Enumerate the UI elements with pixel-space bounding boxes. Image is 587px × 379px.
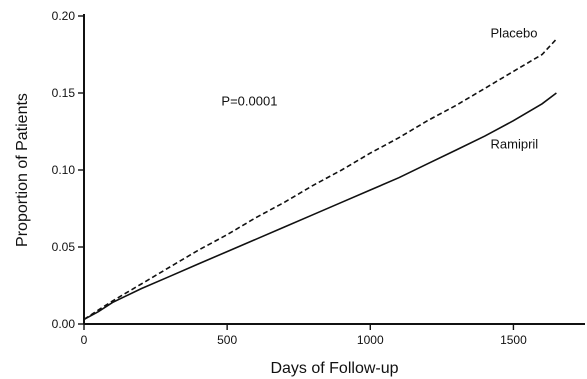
p-value-annotation: P=0.0001	[221, 93, 277, 108]
annotations: P=0.0001 Placebo Ramipril	[221, 26, 538, 152]
y-tick-label: 0.15	[52, 86, 76, 100]
x-tick-label: 1500	[500, 333, 527, 347]
x-tick-label: 500	[217, 333, 237, 347]
series-line-placebo	[83, 38, 557, 321]
x-ticks: 0 500 1000 1500	[81, 324, 527, 347]
series-line-ramipril	[83, 92, 557, 321]
y-axis-title: Proportion of Patients	[14, 93, 31, 247]
x-tick-label: 1000	[357, 333, 384, 347]
chart-labels: Days of Follow-up Proportion of Patients	[14, 93, 399, 377]
x-axis-title: Days of Follow-up	[270, 360, 398, 377]
x-tick-label: 0	[81, 333, 88, 347]
series-label-placebo: Placebo	[491, 26, 538, 41]
y-tick-label: 0.10	[52, 163, 76, 177]
series-label-ramipril: Ramipril	[491, 136, 539, 151]
y-ticks: 0.00 0.05 0.10 0.15 0.20	[52, 9, 84, 331]
y-tick-label: 0.00	[52, 317, 76, 331]
axes	[83, 14, 585, 325]
y-tick-label: 0.20	[52, 9, 76, 23]
series-lines	[83, 38, 557, 321]
y-tick-label: 0.05	[52, 240, 76, 254]
